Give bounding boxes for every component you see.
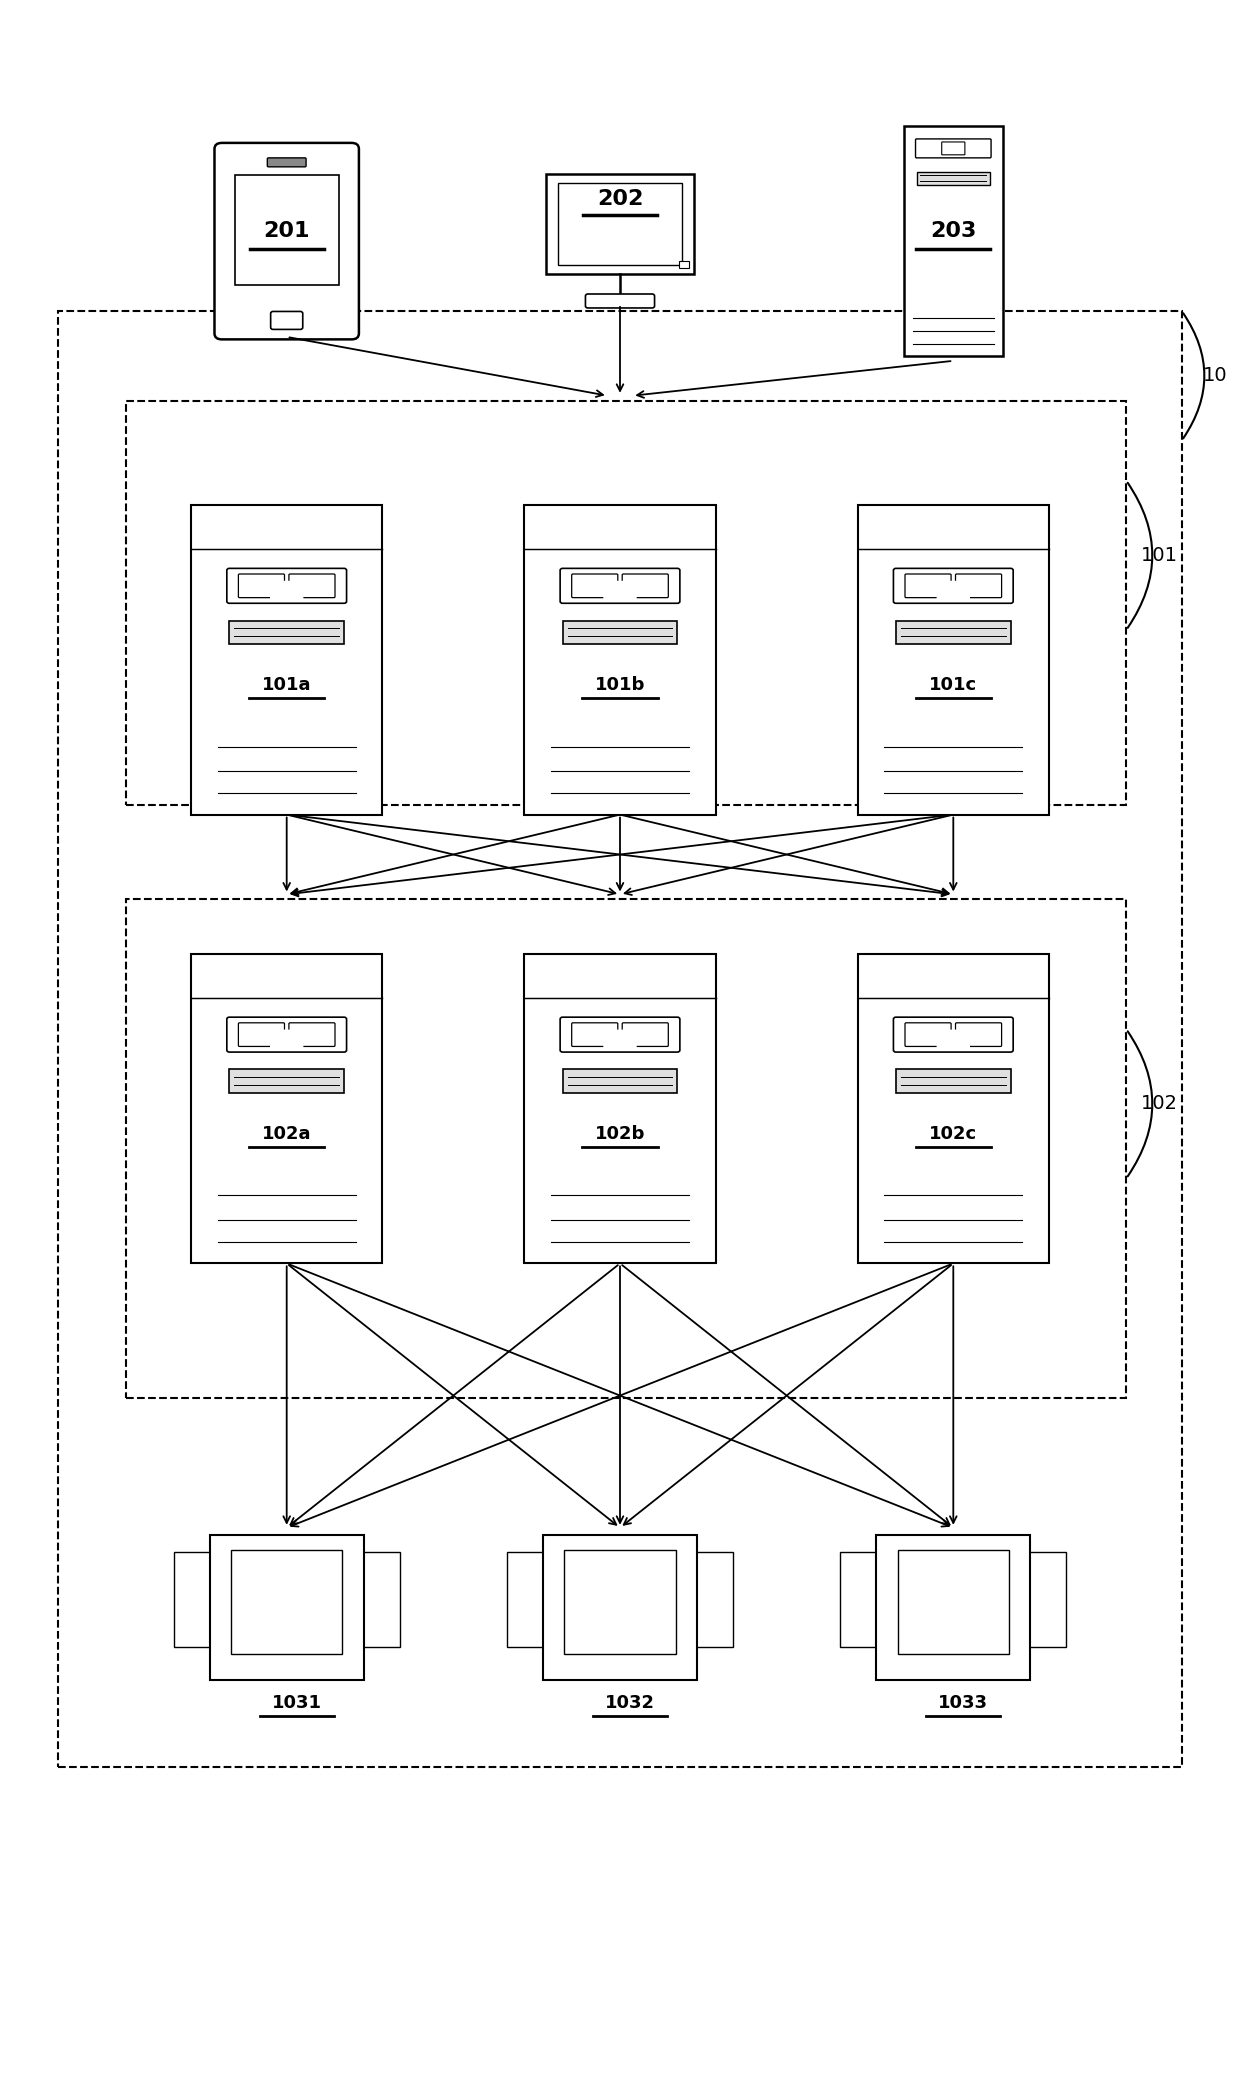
FancyBboxPatch shape — [560, 568, 680, 604]
Bar — [58, 311, 1182, 1767]
Bar — [191, 955, 382, 1264]
Bar — [210, 1535, 363, 1680]
FancyBboxPatch shape — [289, 1024, 335, 1047]
Text: 1033: 1033 — [939, 1694, 988, 1711]
Bar — [126, 900, 1126, 1398]
Bar — [231, 1550, 342, 1654]
Text: 102: 102 — [1141, 1095, 1178, 1113]
Bar — [525, 506, 715, 815]
Bar — [360, 1552, 399, 1646]
FancyBboxPatch shape — [936, 1030, 970, 1051]
FancyBboxPatch shape — [227, 1017, 346, 1053]
Bar — [563, 1070, 677, 1093]
Bar — [543, 1535, 697, 1680]
Bar — [680, 261, 689, 267]
Bar — [841, 1552, 880, 1646]
FancyBboxPatch shape — [894, 1017, 1013, 1053]
Bar — [898, 1550, 1009, 1654]
Text: 203: 203 — [930, 221, 976, 240]
FancyBboxPatch shape — [905, 574, 951, 597]
FancyBboxPatch shape — [585, 295, 655, 307]
Bar — [895, 1070, 1011, 1093]
Text: 10: 10 — [1203, 366, 1228, 384]
FancyBboxPatch shape — [572, 574, 618, 597]
FancyBboxPatch shape — [270, 1030, 304, 1051]
Bar — [904, 127, 1003, 355]
Bar — [858, 506, 1049, 815]
FancyBboxPatch shape — [560, 1017, 680, 1053]
FancyBboxPatch shape — [622, 574, 668, 597]
FancyBboxPatch shape — [270, 311, 303, 330]
FancyBboxPatch shape — [215, 142, 358, 338]
FancyBboxPatch shape — [604, 581, 636, 602]
FancyBboxPatch shape — [956, 574, 1002, 597]
Bar — [1027, 1552, 1066, 1646]
Text: 201: 201 — [263, 221, 310, 240]
Bar — [895, 620, 1011, 643]
FancyBboxPatch shape — [894, 568, 1013, 604]
Bar — [174, 1552, 213, 1646]
Bar — [877, 1535, 1030, 1680]
FancyBboxPatch shape — [238, 574, 284, 597]
FancyBboxPatch shape — [268, 159, 306, 167]
Bar — [191, 506, 382, 815]
Text: 202: 202 — [596, 190, 644, 209]
FancyBboxPatch shape — [572, 1024, 618, 1047]
Bar — [564, 1550, 676, 1654]
Text: 101b: 101b — [595, 675, 645, 694]
Bar — [558, 184, 682, 265]
FancyBboxPatch shape — [622, 1024, 668, 1047]
Bar — [916, 171, 990, 184]
FancyBboxPatch shape — [941, 142, 965, 155]
Text: 101c: 101c — [929, 675, 977, 694]
FancyBboxPatch shape — [905, 1024, 951, 1047]
Bar — [858, 955, 1049, 1264]
FancyBboxPatch shape — [956, 1024, 1002, 1047]
Bar — [234, 175, 339, 286]
Text: 1032: 1032 — [605, 1694, 655, 1711]
FancyBboxPatch shape — [289, 574, 335, 597]
FancyBboxPatch shape — [604, 1030, 636, 1051]
FancyBboxPatch shape — [915, 138, 991, 159]
Text: 102b: 102b — [595, 1124, 645, 1143]
Text: 101a: 101a — [262, 675, 311, 694]
Bar — [507, 1552, 547, 1646]
Bar — [563, 620, 677, 643]
FancyBboxPatch shape — [227, 568, 346, 604]
Bar — [525, 955, 715, 1264]
Text: 101: 101 — [1141, 545, 1178, 564]
Text: 102c: 102c — [929, 1124, 977, 1143]
FancyBboxPatch shape — [270, 581, 304, 602]
Bar — [229, 620, 345, 643]
Bar — [693, 1552, 733, 1646]
FancyBboxPatch shape — [936, 581, 970, 602]
Bar — [546, 173, 694, 274]
Text: 1031: 1031 — [272, 1694, 321, 1711]
Bar — [126, 401, 1126, 804]
Bar — [229, 1070, 345, 1093]
FancyBboxPatch shape — [238, 1024, 284, 1047]
Text: 102a: 102a — [262, 1124, 311, 1143]
